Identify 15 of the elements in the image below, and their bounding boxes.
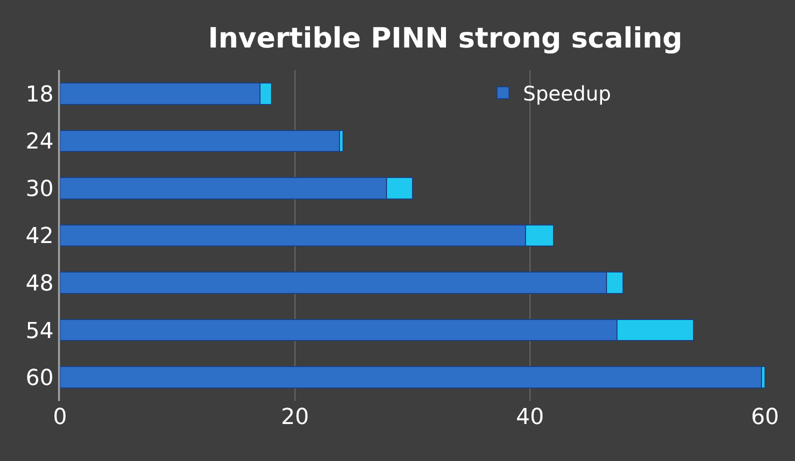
- bar: [60, 366, 762, 388]
- x-tick-label: 20: [281, 405, 309, 430]
- bar: [60, 130, 340, 152]
- y-tick-label: 54: [26, 318, 54, 344]
- x-tick-label: 0: [53, 405, 67, 430]
- y-tick-label: 60: [26, 366, 54, 392]
- y-tick-label: 18: [26, 82, 54, 108]
- y-tick-label: 30: [26, 176, 54, 202]
- legend-label: Speedup: [523, 82, 612, 106]
- chart-title: Invertible PINN strong scaling: [208, 21, 682, 54]
- y-tick-label: 24: [26, 130, 54, 155]
- y-tick-label: 48: [26, 271, 54, 296]
- x-tick-label: 60: [751, 405, 779, 430]
- y-tick-label: 42: [26, 224, 54, 250]
- x-tick-label: 40: [516, 405, 544, 430]
